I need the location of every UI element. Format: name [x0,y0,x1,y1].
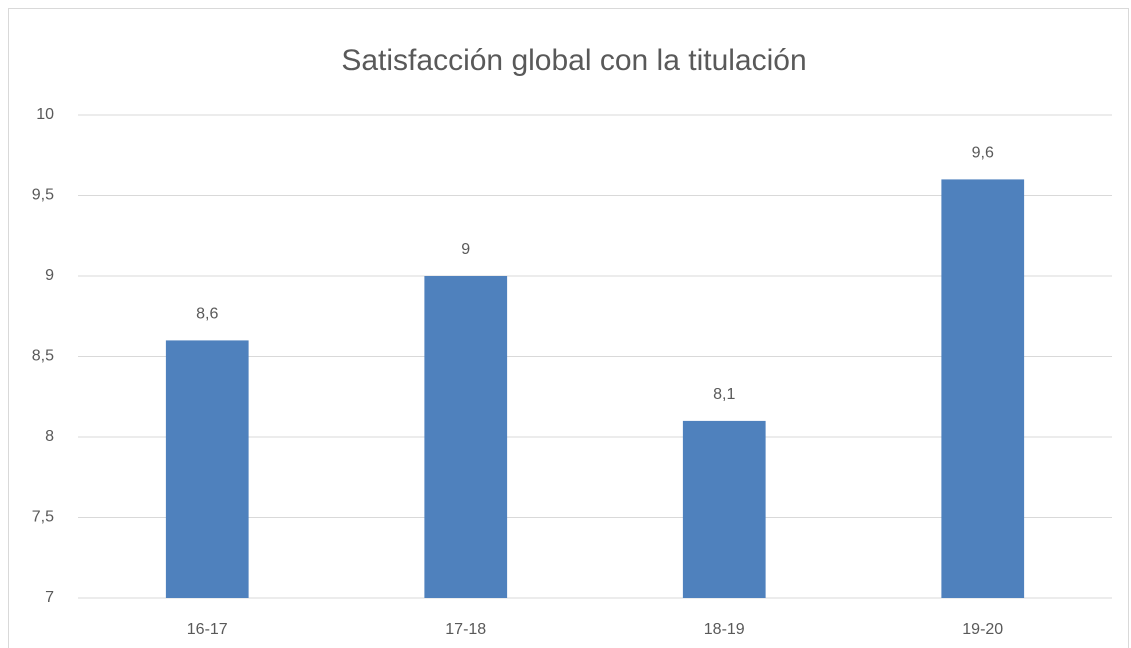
x-tick-label: 16-17 [187,621,228,638]
data-label: 8,6 [196,306,218,323]
y-tick-label: 7,5 [32,509,54,526]
y-tick-label: 10 [36,106,54,123]
bar [941,179,1025,598]
x-tick-label: 17-18 [445,621,486,638]
y-tick-label: 9 [45,267,54,284]
bar [165,340,249,598]
x-tick-label: 19-20 [962,621,1003,638]
data-label: 9,6 [972,145,994,162]
bar [424,276,508,598]
x-tick-label: 18-19 [704,621,745,638]
data-label: 8,1 [713,386,735,403]
y-tick-label: 8,5 [32,348,54,365]
chart-title: Satisfacción global con la titulación [341,44,806,77]
y-tick-label: 7 [45,589,54,606]
data-label: 9 [461,241,470,258]
y-tick-label: 8 [45,428,54,445]
y-tick-label: 9,5 [32,187,54,204]
bar [682,420,766,598]
